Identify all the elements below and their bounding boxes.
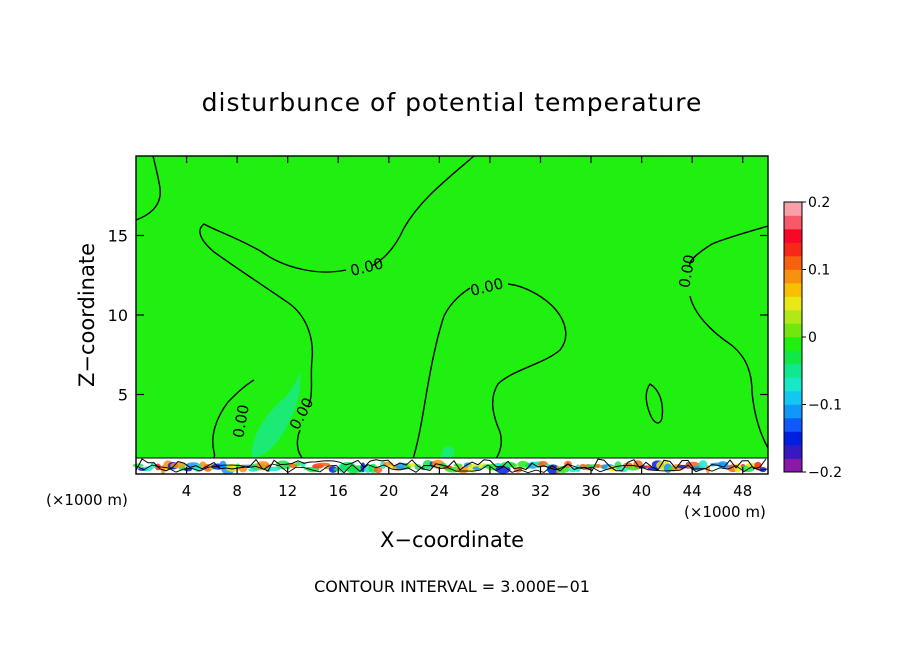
x-unit-left: (×1000 m) — [46, 491, 128, 509]
colorbar-swatch — [784, 445, 802, 459]
chart-title: disturbunce of potential temperature — [202, 88, 703, 117]
y-tick-label: 5 — [118, 386, 128, 405]
x-tick-label: 44 — [683, 482, 702, 500]
surface-blob — [698, 460, 708, 470]
surface-blob — [288, 463, 298, 469]
surface-blob — [568, 467, 578, 473]
colorbar-swatch — [784, 256, 802, 270]
contour-label: 0.00 — [229, 403, 253, 439]
x-tick-label: 32 — [531, 482, 550, 500]
x-unit-right: (×1000 m) — [684, 503, 766, 521]
surface-blob — [315, 462, 331, 467]
x-tick-label: 8 — [232, 482, 242, 500]
colorbar-swatch — [784, 242, 802, 257]
surface-blob — [556, 465, 570, 473]
surface-blob — [143, 466, 153, 472]
weak-negative-patch-2 — [440, 445, 455, 459]
colorbar-swatch — [784, 418, 802, 432]
x-tick-label: 4 — [182, 482, 192, 500]
colorbar-swatch — [784, 229, 802, 243]
surface-blob — [328, 466, 338, 473]
contour-label: 0.00 — [675, 253, 699, 289]
contour-line — [371, 155, 475, 267]
colorbar-swatch — [784, 458, 802, 473]
surface-blob — [414, 464, 422, 470]
colorbar-tick-label: 0 — [808, 330, 817, 346]
x-tick-label: 24 — [430, 482, 449, 500]
surface-layer — [132, 457, 769, 475]
contour-interval-note: CONTOUR INTERVAL = 3.000E−01 — [314, 577, 590, 596]
surface-contour — [135, 458, 767, 472]
colorbar-swatch — [784, 364, 802, 378]
surface-blob — [295, 461, 301, 467]
y-tick-label: 10 — [108, 306, 128, 325]
contour-line — [689, 225, 769, 267]
surface-blob — [373, 466, 383, 474]
colorbar-swatch — [784, 391, 802, 405]
x-tick-label: 48 — [733, 482, 752, 500]
colorbar-swatch — [784, 269, 802, 284]
colorbar-swatch — [784, 323, 802, 338]
x-tick-label: 36 — [581, 482, 600, 500]
x-tick-label: 28 — [480, 482, 499, 500]
x-tick-label: 40 — [632, 482, 651, 500]
colorbar-swatch — [784, 337, 802, 351]
colorbar-tick-label: 0.1 — [808, 263, 830, 279]
contour-line — [135, 155, 161, 221]
colorbar-tick-label: −0.1 — [808, 398, 842, 414]
colorbar-swatch — [784, 350, 802, 365]
x-axis: 4 8 12 16 20 24 28 32 36 40 44 48 — [182, 156, 752, 500]
y-axis-label: Z−coordinate — [75, 243, 99, 387]
y-axis: 5 10 15 — [108, 227, 768, 405]
x-axis-label: X−coordinate — [380, 528, 524, 552]
colorbar-swatch — [784, 296, 802, 311]
y-tick-label: 15 — [108, 227, 128, 246]
surface-blob — [456, 466, 470, 474]
colorbar-tick-label: −0.2 — [808, 465, 842, 481]
colorbar-swatch — [784, 404, 802, 419]
colorbar-swatch — [784, 283, 802, 297]
colorbar-swatch — [784, 310, 802, 324]
colorbar: 0.2 0.1 0 −0.1 −0.2 — [783, 195, 842, 481]
contour-line — [645, 383, 664, 424]
weak-negative-patch — [251, 372, 301, 458]
contour-line — [199, 223, 347, 407]
contour-line — [689, 295, 769, 449]
field-fill — [136, 156, 768, 474]
colorbar-swatch — [784, 377, 802, 392]
surface-contour — [135, 463, 769, 474]
colorbar-swatch — [784, 431, 802, 446]
colorbar-swatch — [784, 215, 802, 230]
colorbar-tick-label: 0.2 — [808, 195, 830, 211]
colorbar-swatch — [784, 202, 802, 216]
contour-line — [491, 283, 567, 463]
contour-line — [411, 287, 471, 463]
plot-area: 0.00 0.00 0.00 0.00 0.00 — [132, 155, 769, 475]
x-tick-label: 12 — [278, 482, 297, 500]
x-tick-label: 20 — [379, 482, 398, 500]
x-tick-label: 16 — [329, 482, 348, 500]
